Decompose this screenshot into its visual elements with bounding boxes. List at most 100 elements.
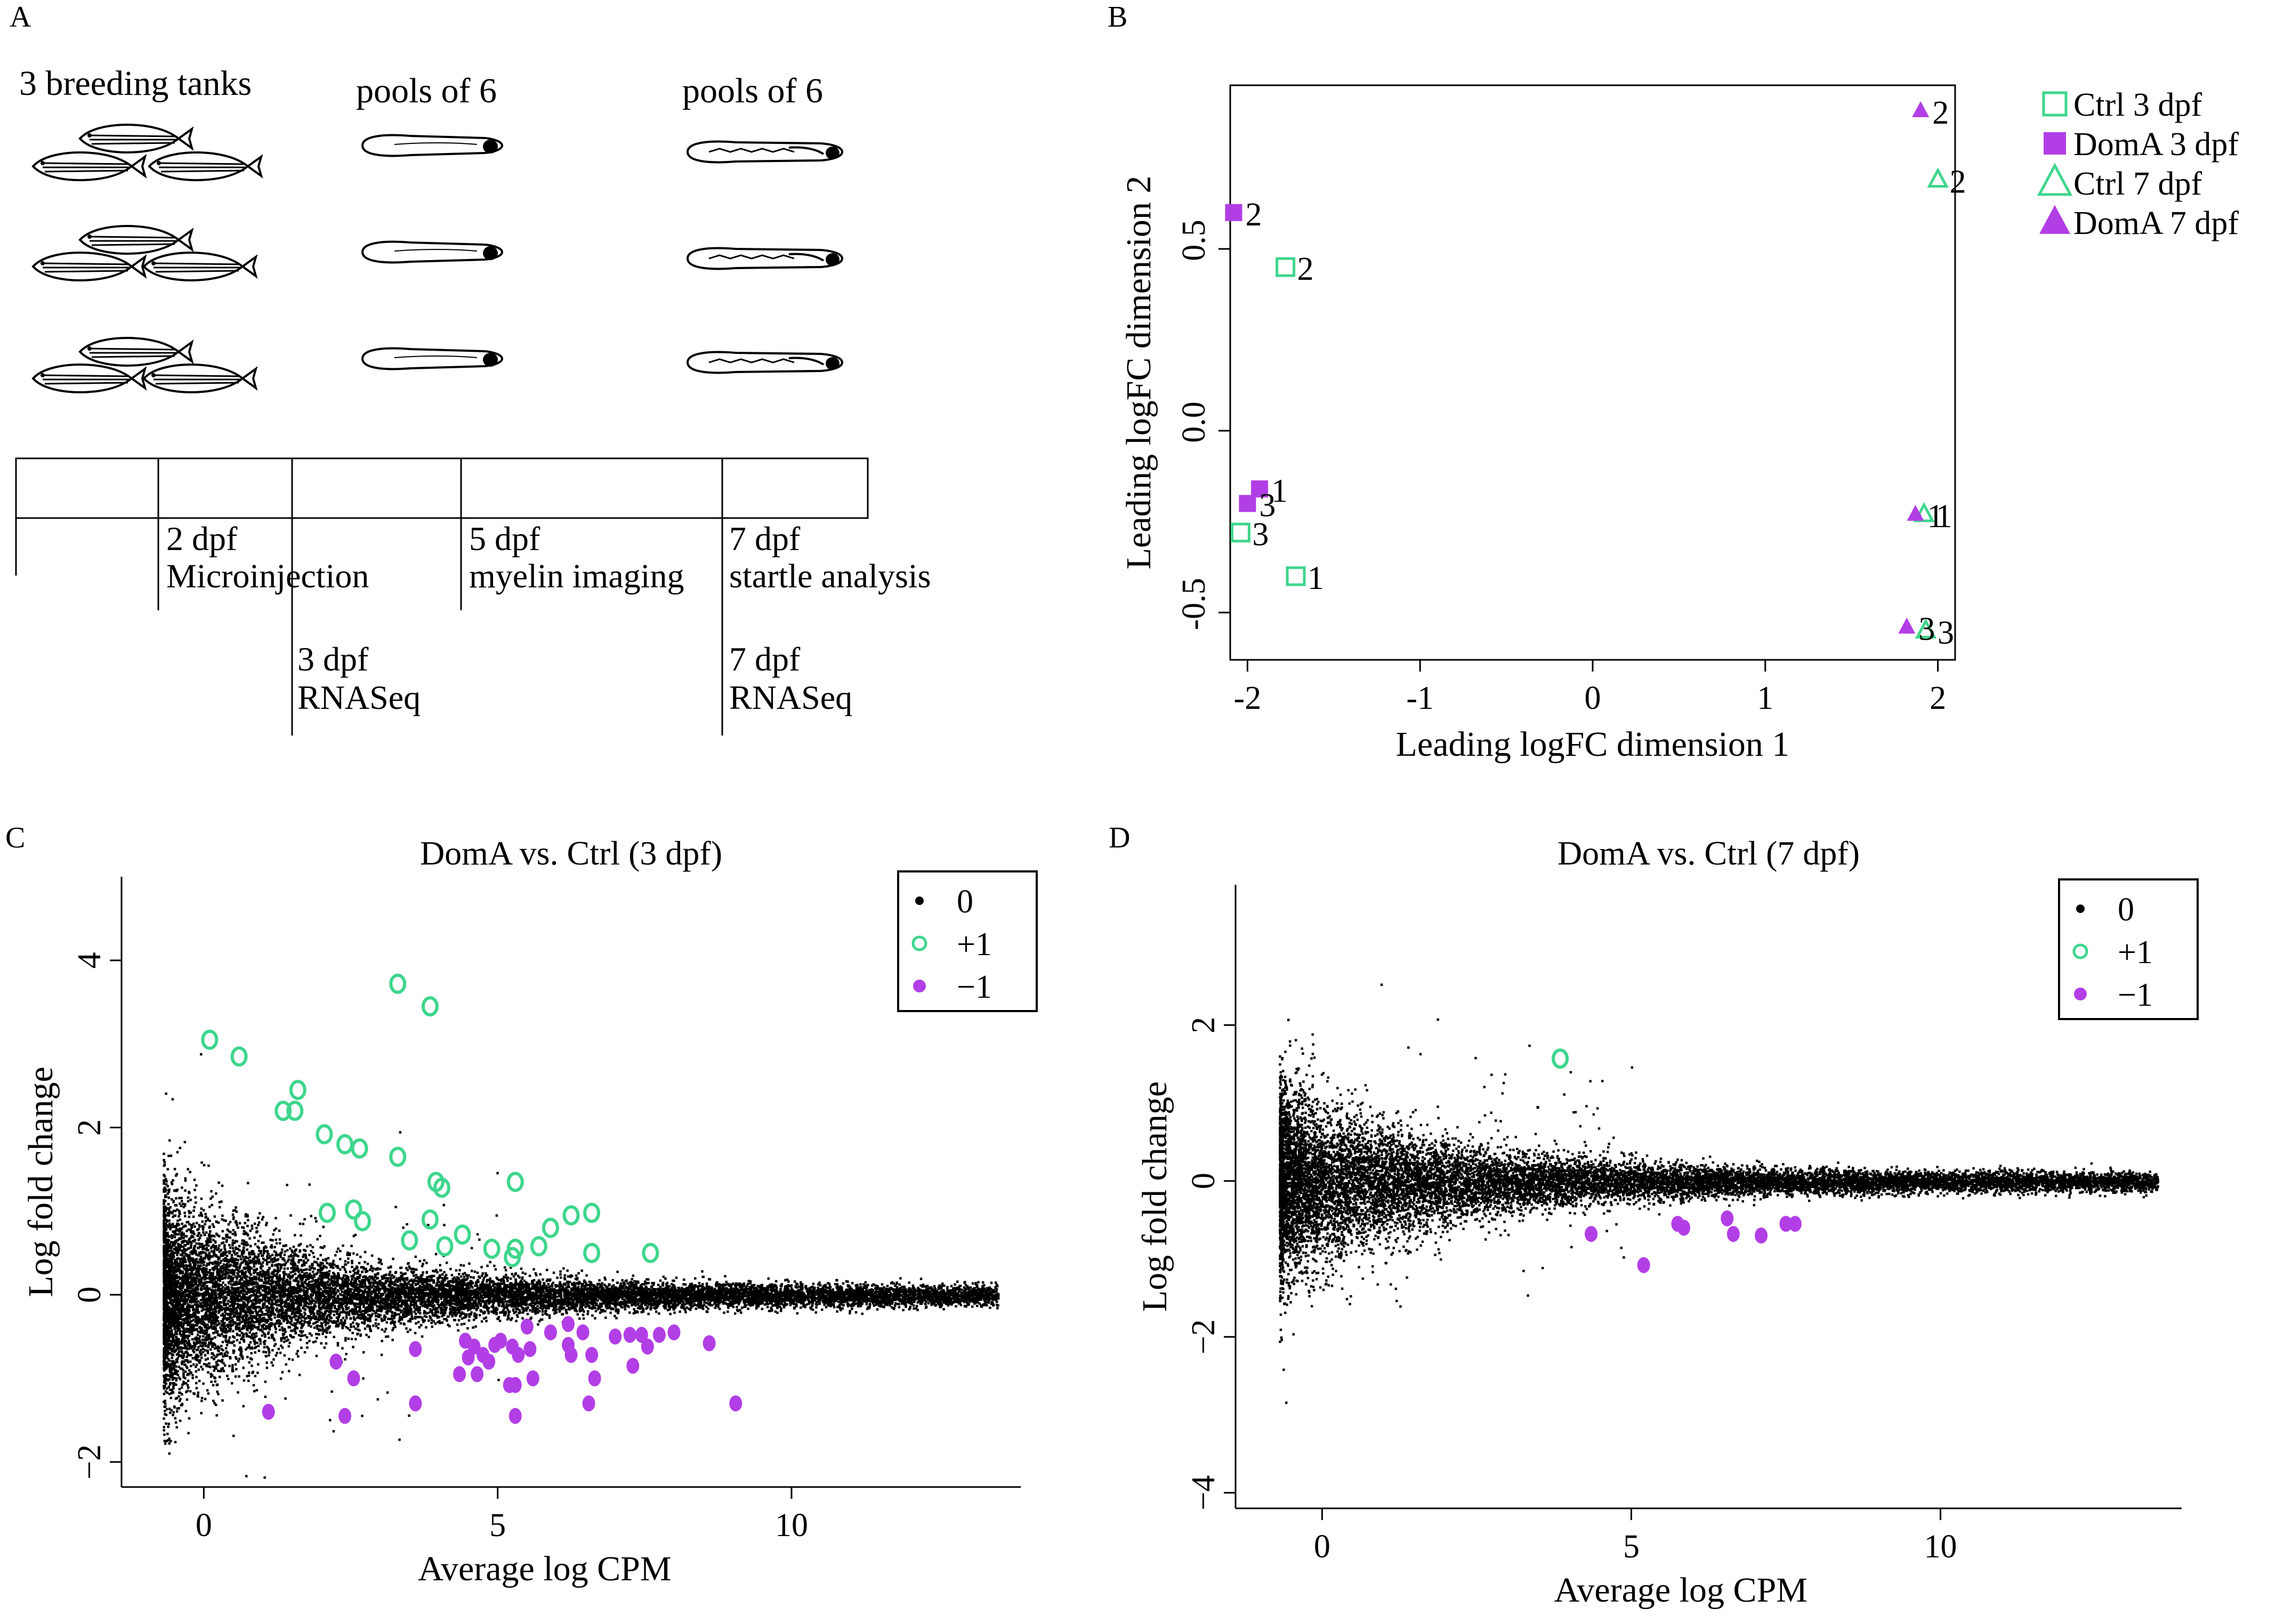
de-point-up xyxy=(421,996,439,1017)
de-point-down xyxy=(347,1370,360,1387)
ma-plot-7dpf: DomA vs. Ctrl (7 dpf) 0 5 10 −4 −2 0 2 Average l… xyxy=(1135,834,2199,1610)
x-tick-label: 2 xyxy=(1930,680,1946,716)
panel-label-c: C xyxy=(5,821,26,854)
point-label: 3 xyxy=(1259,488,1276,524)
larvae-7dpf-group xyxy=(687,140,843,374)
de-point-up xyxy=(1552,1048,1569,1069)
legend-marker xyxy=(2037,163,2073,196)
series-down xyxy=(1585,1210,1802,1273)
y-tick-label: 0.0 xyxy=(1176,401,1212,443)
de-point-down xyxy=(626,1358,640,1374)
mds-point xyxy=(1239,495,1256,512)
point-label: 3 xyxy=(1918,611,1935,648)
legend-label: DomA 7 dpf xyxy=(2073,205,2239,241)
col-title-pools-3dpf: pools of 6 xyxy=(356,71,497,110)
plot-frame xyxy=(1229,84,1956,661)
y-axis-label: Leading logFC dimension 2 xyxy=(1119,176,1158,570)
de-point-down xyxy=(561,1316,575,1332)
de-point-down xyxy=(1585,1226,1598,1242)
legend-label: 0 xyxy=(2118,892,2134,928)
de-point-up xyxy=(504,1247,521,1267)
y-tick-label: 2 xyxy=(71,1119,108,1136)
timeline-day-3dpf-rnaseq: 3 dpf xyxy=(297,640,369,678)
mds-point xyxy=(1251,480,1269,498)
de-point-up xyxy=(454,1224,471,1245)
mds-point xyxy=(1225,204,1242,221)
x-tick-label: 10 xyxy=(1924,1529,1957,1565)
de-point-down xyxy=(526,1370,539,1387)
de-point-up xyxy=(289,1079,306,1100)
de-point-down xyxy=(506,1338,519,1355)
de-point-down xyxy=(409,1341,422,1358)
de-point-down xyxy=(544,1324,557,1340)
timeline-day-7dpf-rnaseq: 7 dpf xyxy=(729,640,801,678)
mds-point xyxy=(1927,167,1949,188)
col-title-pools-7dpf: pools of 6 xyxy=(682,71,823,110)
legend-marker-down xyxy=(913,980,926,992)
de-point-down xyxy=(329,1353,343,1370)
timeline-event-microinjection: Microinjection xyxy=(166,557,369,595)
chart-title: DomA vs. Ctrl (7 dpf) xyxy=(1557,834,1860,872)
x-tick-label: 0 xyxy=(196,1507,212,1544)
legend: 0 +1 −1 xyxy=(2058,878,2199,1020)
timeline-day-2dpf: 2 dpf xyxy=(166,520,238,558)
point-label: 3 xyxy=(1938,615,1954,651)
de-point-up xyxy=(401,1230,418,1251)
timeline-event-rnaseq-3dpf: RNASeq xyxy=(297,678,421,716)
timeline-event-startle: startle analysis xyxy=(729,557,931,595)
x-tick-label: 0 xyxy=(1314,1529,1330,1565)
de-point-down xyxy=(703,1335,716,1352)
de-point-down xyxy=(652,1327,666,1343)
legend-label: Ctrl 3 dpf xyxy=(2073,87,2202,123)
de-point-down xyxy=(338,1408,351,1424)
de-point-down xyxy=(564,1347,578,1363)
legend-label: Ctrl 7 dpf xyxy=(2073,166,2202,202)
series-up xyxy=(201,973,659,1267)
series-doma-7-dpf: 1 2 3 xyxy=(1898,95,1949,648)
de-point-down xyxy=(609,1328,622,1345)
de-point-down xyxy=(623,1327,636,1343)
point-label: 1 xyxy=(1927,498,1944,535)
adult-fish-group xyxy=(32,124,262,393)
de-point-up xyxy=(421,1209,439,1230)
point-label: 1 xyxy=(1271,473,1288,509)
series-up xyxy=(1552,1048,1569,1069)
panel-label-b: B xyxy=(1108,1,1128,34)
timeline-day-5dpf: 5 dpf xyxy=(469,520,540,558)
legend-marker xyxy=(2044,132,2066,155)
x-tick-label: 1 xyxy=(1757,680,1773,716)
de-point-up xyxy=(201,1029,219,1050)
de-point-down xyxy=(1677,1219,1691,1236)
de-point-down xyxy=(509,1408,522,1424)
timeline-event-rnaseq-7dpf: RNASeq xyxy=(729,678,852,716)
mds-point xyxy=(1276,257,1296,277)
de-point-down xyxy=(1726,1226,1740,1242)
x-axis-label: Leading logFC dimension 1 xyxy=(1396,725,1790,764)
timeline-day-7dpf: 7 dpf xyxy=(729,520,801,558)
de-point-up xyxy=(583,1242,601,1263)
y-tick-label: 0.5 xyxy=(1176,220,1212,261)
timeline xyxy=(15,457,869,736)
timeline-event-myelin: myelin imaging xyxy=(469,557,684,595)
legend-label: 0 xyxy=(957,884,973,920)
x-tick-label: 5 xyxy=(489,1507,506,1544)
point-label: 3 xyxy=(1252,516,1269,553)
de-point-up xyxy=(354,1211,372,1232)
y-tick-label: 0 xyxy=(71,1287,108,1303)
de-point-up xyxy=(286,1101,304,1121)
legend-label: DomA 3 dpf xyxy=(2073,126,2239,163)
de-point-down xyxy=(588,1370,601,1387)
series-doma-3-dpf: 1 2 3 xyxy=(1225,197,1288,524)
de-point-down xyxy=(482,1353,496,1370)
mds-point xyxy=(1286,566,1306,586)
de-point-up xyxy=(506,1171,524,1192)
point-label: 2 xyxy=(1932,95,1949,131)
de-point-down xyxy=(576,1324,590,1340)
legend-marker-up xyxy=(911,935,927,951)
y-tick-label: −2 xyxy=(71,1444,108,1480)
mds-point xyxy=(1230,522,1250,543)
de-point-up xyxy=(642,1242,659,1263)
y-tick-label: 2 xyxy=(1185,1017,1222,1033)
y-tick-label: -0.5 xyxy=(1176,578,1212,630)
